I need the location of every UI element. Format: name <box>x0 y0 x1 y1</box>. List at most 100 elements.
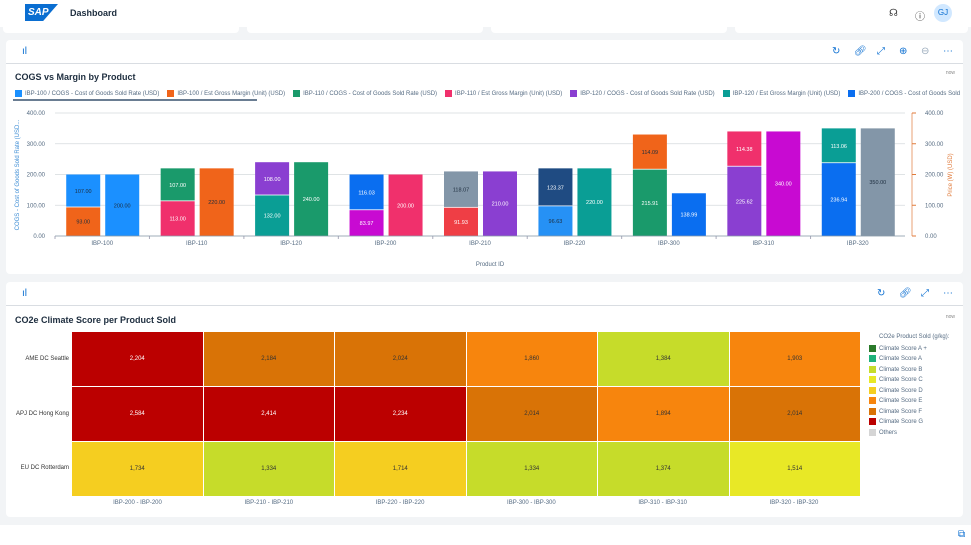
headset-icon[interactable]: ☊ <box>889 8 898 19</box>
sap-logo[interactable]: SAP <box>25 4 58 21</box>
heatmap-cell[interactable]: 1,514 <box>729 442 860 496</box>
tile-card <box>3 27 239 33</box>
row-label: AME DC Seattle <box>25 356 69 362</box>
heatmap-cell[interactable]: 1,860 <box>466 332 597 386</box>
heatmap-cell[interactable]: 1,903 <box>729 332 860 386</box>
legend-item[interactable]: Climate Score B <box>869 365 949 377</box>
legend-label: IBP-120 / COGS - Cost of Goods Sold Rate… <box>580 91 715 98</box>
heatmap-cell[interactable]: 1,334 <box>203 442 334 496</box>
data-label: 91.93 <box>454 220 468 226</box>
y2-tick-label: 300.00 <box>925 142 944 148</box>
data-label: 114.09 <box>642 150 658 156</box>
legend-item[interactable]: IBP-120 / COGS - Cost of Goods Sold Rate… <box>570 90 715 98</box>
heatmap-cell[interactable]: 2,024 <box>335 332 466 386</box>
column-label: IBP-200 - IBP-200 <box>113 500 162 506</box>
legend-item[interactable]: Others <box>869 428 949 440</box>
x-tick-label: IBP-110 <box>186 241 208 247</box>
zoom-out-icon[interactable]: ⊖ <box>921 46 930 57</box>
page-title: Dashboard <box>70 8 118 18</box>
legend-item[interactable]: IBP-110 / Est Gross Margin (Unit) (USD) <box>445 90 562 97</box>
refresh-icon[interactable]: ↻ <box>877 288 886 299</box>
heatmap-cell[interactable]: 2,584 <box>72 387 203 441</box>
legend-swatch <box>722 90 730 97</box>
zoom-in-icon[interactable]: ⊕ <box>899 46 908 57</box>
bar-segment <box>444 171 478 207</box>
heatmap-cell[interactable]: 2,414 <box>203 387 334 441</box>
legend-label: Climate Score A <box>879 356 923 363</box>
heatmap-cell[interactable]: 1,374 <box>598 442 729 496</box>
legend-swatch <box>869 418 876 425</box>
bar-segment <box>538 168 573 206</box>
legend-item[interactable]: Climate Score G <box>869 418 949 429</box>
heatmap-cell[interactable]: 1,334 <box>466 442 597 496</box>
panel-toolbar: ıl ↻ 🔗︎ ⤢ ⋯ <box>6 282 963 306</box>
fullscreen-icon[interactable]: ⤢ <box>877 46 885 57</box>
data-label: 96.63 <box>549 219 563 225</box>
legend-swatch <box>869 365 876 373</box>
legend-label: IBP-100 / COGS - Cost of Goods Sold Rate… <box>25 91 160 98</box>
fullscreen-icon[interactable]: ⤢ <box>921 288 929 299</box>
y2-tick-label: 100.00 <box>925 203 944 209</box>
legend-item[interactable]: IBP-100 / Est Gross Margin (Unit) (USD) <box>167 90 285 97</box>
legend-label: Climate Score B <box>879 366 923 373</box>
legend-item[interactable]: Climate Score C <box>869 376 949 387</box>
legend-item[interactable]: Climate Score F <box>869 407 949 419</box>
legend-swatch <box>167 90 175 97</box>
heatmap-cell[interactable]: 2,234 <box>335 387 466 441</box>
data-label: 200.00 <box>114 203 131 209</box>
heatmap-cell[interactable]: 2,014 <box>729 387 860 441</box>
heatmap-cell[interactable]: 2,014 <box>466 387 597 441</box>
legend-item[interactable]: IBP-110 / COGS - Cost of Goods Sold Rate… <box>293 90 437 97</box>
price-bar <box>199 168 234 236</box>
tile-card <box>247 27 483 33</box>
refresh-icon[interactable]: ↻ <box>832 46 841 57</box>
open-external-icon[interactable]: ⧉ <box>958 529 966 540</box>
legend-item[interactable]: IBP-120 / Est Gross Margin (Unit) (USD) <box>722 90 840 97</box>
price-bar <box>483 171 517 236</box>
bar-segment <box>255 195 290 236</box>
heatmap-cell[interactable]: 2,204 <box>72 332 203 386</box>
legend-label: Climate Score D <box>879 387 923 394</box>
legend-item[interactable]: IBP-100 / COGS - Cost of Goods Sold Rate… <box>15 90 159 97</box>
help-icon[interactable]: ⓘ <box>915 12 925 23</box>
legend-label: Climate Score A + <box>879 345 927 352</box>
column-label: IBP-320 - IBP-320 <box>769 500 819 506</box>
legend-item[interactable]: Climate Score A + <box>869 344 949 356</box>
heatmap-cell[interactable]: 1,734 <box>72 442 203 496</box>
y2-tick-label: 0.00 <box>925 234 937 240</box>
shell-header: SAP Dashboard ☊ ⓘ GJ <box>0 0 971 27</box>
more-icon[interactable]: ⋯ <box>943 46 953 57</box>
column-label: IBP-310 - IBP-310 <box>638 500 688 506</box>
heatmap-cell[interactable]: 1,894 <box>598 387 729 441</box>
y-tick-label: 200.00 <box>27 173 46 179</box>
legend-swatch <box>869 407 876 415</box>
link-icon[interactable]: 🔗︎ <box>854 46 867 57</box>
legend-item[interactable]: Climate Score A <box>869 355 949 366</box>
y-tick-label: 300.00 <box>27 142 46 148</box>
avatar[interactable]: GJ <box>934 4 952 22</box>
legend-item[interactable]: IBP-200 / COGS - Cost of Goods Sold Rate… <box>848 90 960 97</box>
heatmap-title: CO2e Climate Score per Product Sold <box>15 315 177 325</box>
price-bar <box>766 131 801 236</box>
heatmap-cell[interactable]: 1,384 <box>598 332 729 386</box>
data-label: 116.03 <box>358 190 374 196</box>
legend-item[interactable]: Climate Score E <box>869 397 949 408</box>
x-tick-label: IBP-310 <box>752 241 774 247</box>
bar-chart-icon: ıl <box>22 288 27 299</box>
data-label: 123.37 <box>547 185 564 191</box>
heatmap-cell[interactable]: 1,714 <box>335 442 466 496</box>
bar-segment <box>160 168 195 201</box>
legend-label: Climate Score C <box>879 377 923 384</box>
legend-item[interactable]: Climate Score D <box>869 386 949 398</box>
heatmap-cell[interactable]: 2,184 <box>203 332 334 386</box>
x-tick-label: IBP-100 <box>91 241 113 247</box>
legend-scrollbar[interactable] <box>13 99 257 101</box>
legend-swatch <box>445 90 453 97</box>
column-label: IBP-210 - IBP-210 <box>244 500 294 506</box>
panel-toolbar: ıl ↻ 🔗︎ ⤢ ⊕ ⊖ ⋯ <box>6 40 963 64</box>
x-tick-label: IBP-200 <box>375 241 397 247</box>
more-icon[interactable]: ⋯ <box>943 288 953 299</box>
x-tick-label: IBP-210 <box>469 241 491 247</box>
link-icon[interactable]: 🔗︎ <box>899 288 912 299</box>
legend-swatch <box>869 376 876 383</box>
